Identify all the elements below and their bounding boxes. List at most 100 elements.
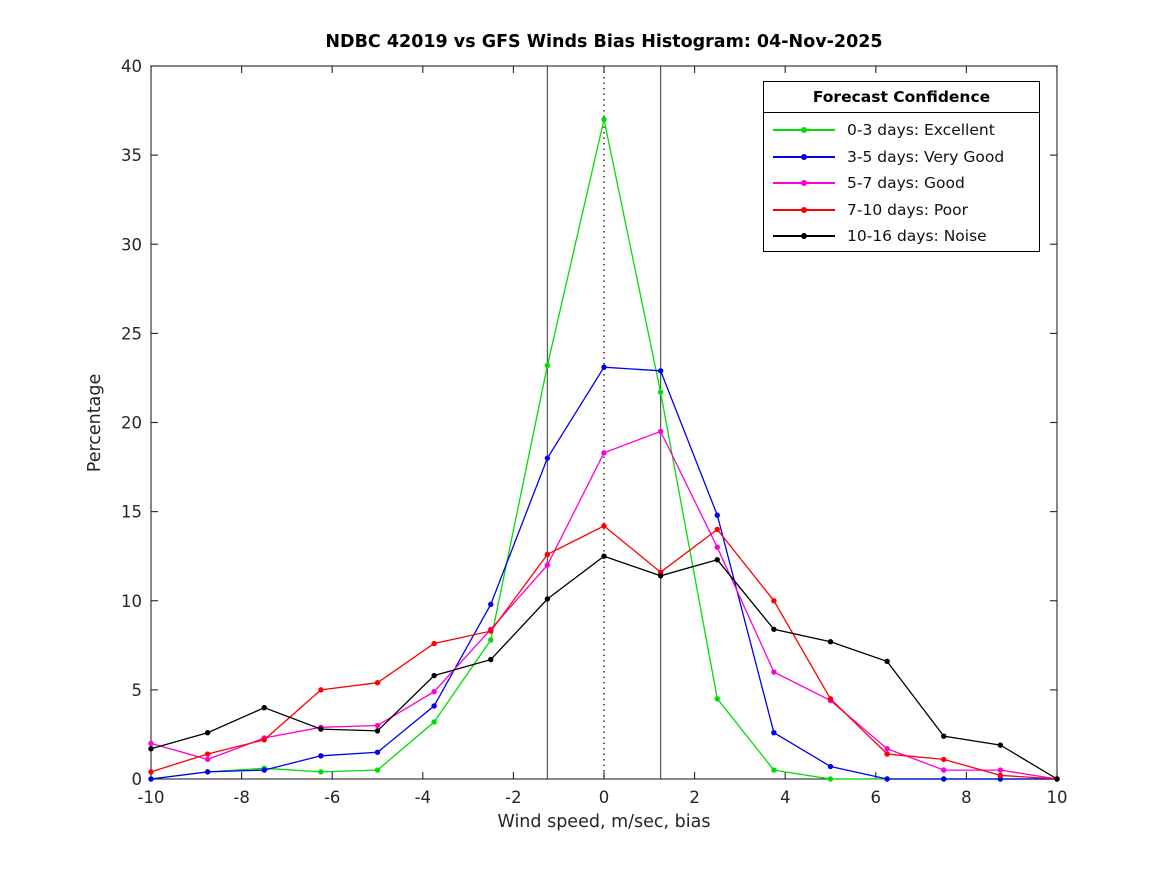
series-marker	[544, 551, 551, 558]
x-tick-label: 2	[689, 788, 700, 807]
y-tick-label: 40	[121, 57, 142, 76]
legend-entry: 3-5 days: Very Good	[764, 144, 1039, 171]
series-marker	[714, 526, 720, 533]
series-marker	[431, 703, 437, 709]
legend-entry-label: 3-5 days: Very Good	[847, 147, 1005, 166]
y-tick-label: 5	[132, 681, 143, 700]
x-tick-label: -8	[233, 788, 249, 807]
series-marker	[827, 639, 834, 645]
series-marker	[488, 628, 494, 634]
series-marker	[261, 705, 267, 711]
legend: Forecast Confidence 0-3 days: Excellent 3…	[763, 81, 1040, 252]
legend-line-sample	[773, 206, 835, 213]
legend-entry: 0-3 days: Excellent	[764, 117, 1039, 144]
x-tick-label: -10	[138, 788, 165, 807]
series-marker	[601, 523, 607, 529]
x-tick-label: 0	[599, 788, 610, 807]
series-marker	[148, 776, 154, 782]
series-marker	[827, 776, 834, 782]
series-marker	[544, 562, 551, 568]
series-marker	[601, 116, 607, 123]
series-marker	[431, 719, 437, 725]
series-marker	[771, 598, 777, 604]
series-marker	[941, 733, 947, 739]
series-marker	[261, 767, 267, 773]
x-tick-label: -6	[324, 788, 340, 807]
series-marker	[657, 389, 664, 395]
x-tick-label: 8	[961, 788, 972, 807]
series-marker	[204, 769, 211, 775]
series-line	[150, 525, 1058, 780]
series-marker	[657, 573, 664, 579]
series-marker	[148, 740, 154, 747]
series-marker	[771, 626, 777, 632]
series-marker	[544, 455, 551, 461]
series-marker	[884, 751, 890, 757]
x-tick-label: 4	[780, 788, 791, 807]
legend-marker-dot	[801, 180, 807, 187]
series-marker	[374, 728, 381, 734]
y-tick-label: 15	[121, 503, 142, 522]
series-marker	[827, 696, 834, 702]
series-marker	[1054, 776, 1060, 782]
legend-line-sample	[773, 127, 835, 134]
series-marker	[318, 753, 324, 759]
legend-entry: 5-7 days: Good	[764, 170, 1039, 197]
series-marker	[771, 729, 777, 736]
series-marker	[941, 767, 947, 773]
y-tick-label: 20	[121, 414, 142, 433]
series-marker	[318, 726, 324, 732]
series-marker	[771, 669, 777, 675]
y-tick-label: 25	[121, 324, 142, 343]
x-tick-label: 10	[1047, 788, 1068, 807]
series-marker	[714, 696, 720, 702]
y-tick-label: 30	[121, 235, 142, 254]
series-marker	[374, 722, 381, 729]
series-marker	[431, 640, 437, 647]
series-marker	[714, 512, 720, 518]
series-marker	[601, 450, 607, 456]
legend-entry-label: 7-10 days: Poor	[847, 200, 968, 219]
series-marker	[544, 362, 551, 369]
series-marker	[204, 756, 211, 763]
series-marker	[488, 656, 494, 663]
series-marker	[488, 601, 494, 608]
legend-entries: 0-3 days: Excellent 3-5 days: Very Good 5-…	[764, 113, 1039, 250]
series-marker	[544, 596, 551, 602]
series-marker	[714, 544, 720, 550]
series-marker	[431, 688, 437, 695]
legend-entry: 10-16 days: Noise	[764, 223, 1039, 250]
series-marker	[714, 557, 720, 563]
series-marker	[601, 364, 607, 370]
series-marker	[374, 680, 381, 686]
series-marker	[318, 687, 324, 693]
series-marker	[771, 767, 777, 773]
series-marker	[204, 751, 211, 757]
series-marker	[431, 672, 437, 679]
legend-marker-dot	[801, 153, 807, 160]
y-tick-label: 35	[121, 146, 142, 165]
legend-title: Forecast Confidence	[764, 82, 1039, 113]
series-marker	[884, 745, 890, 752]
series-marker	[657, 368, 664, 374]
series-marker	[884, 658, 890, 665]
series-marker	[997, 772, 1004, 779]
series-marker	[261, 737, 267, 743]
legend-entry: 7-10 days: Poor	[764, 197, 1039, 224]
legend-marker-dot	[801, 127, 807, 134]
series-marker	[941, 756, 947, 763]
series-marker	[997, 742, 1004, 748]
legend-entry-label: 10-16 days: Noise	[847, 227, 987, 246]
y-tick-label: 0	[132, 770, 143, 789]
series-marker	[827, 763, 834, 770]
legend-marker-dot	[801, 206, 807, 213]
legend-marker-dot	[801, 233, 807, 240]
x-tick-label: 6	[871, 788, 882, 807]
series-marker	[941, 776, 947, 782]
series-marker	[204, 729, 211, 736]
series-marker	[601, 553, 607, 559]
y-tick-label: 10	[121, 592, 142, 611]
series-marker	[374, 749, 381, 755]
